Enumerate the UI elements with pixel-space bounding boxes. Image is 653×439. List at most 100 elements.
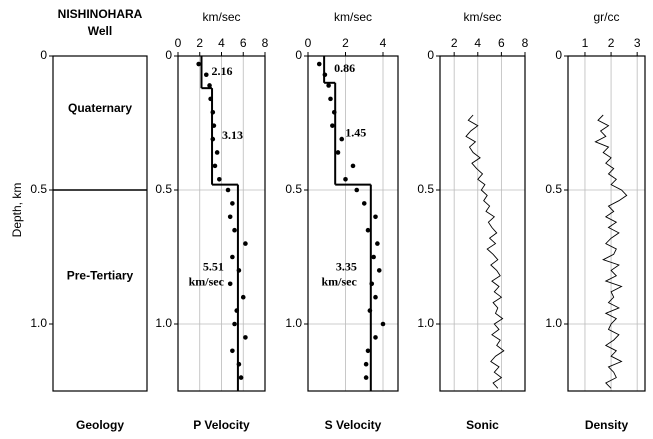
measured-point [331, 109, 337, 115]
measured-point [243, 335, 248, 340]
chart-subtitle: Well [88, 24, 112, 38]
value-label: 5.51 [203, 260, 224, 274]
panel-label: P Velocity [193, 418, 250, 432]
y-tick-label: 1.0 [155, 316, 172, 330]
y-tick-label: 0 [555, 48, 562, 62]
y-tick-label: 0.5 [155, 182, 172, 196]
panel-label: Density [585, 418, 629, 432]
panel-label: Geology [76, 418, 124, 432]
measured-point [207, 83, 212, 88]
y-tick-label: 1.0 [417, 316, 434, 330]
measured-point [234, 308, 240, 313]
measured-point [203, 72, 209, 78]
measured-point [339, 136, 345, 142]
measured-point [240, 294, 246, 300]
x-tick-label: 8 [262, 36, 269, 50]
measured-point [335, 150, 341, 155]
measured-point [238, 375, 244, 380]
panel-frame [307, 55, 399, 392]
measured-point [376, 268, 382, 273]
measured-point [230, 201, 235, 206]
x-tick-label: 8 [522, 36, 529, 50]
x-axis-label: km/sec [463, 10, 501, 24]
x-tick-label: 6 [498, 36, 505, 50]
measured-point [236, 361, 242, 367]
x-axis-label: gr/cc [593, 10, 619, 24]
measured-point [373, 335, 378, 340]
measured-point [369, 281, 375, 287]
log-curve [465, 114, 505, 389]
x-tick-label: 2 [196, 36, 203, 50]
measured-point [380, 321, 386, 327]
measured-point [232, 227, 237, 233]
measured-point [343, 176, 348, 182]
x-tick-label: 1 [582, 36, 589, 50]
value-units: km/sec [189, 275, 225, 289]
value-label: 3.35 [336, 260, 357, 274]
measured-point [328, 96, 333, 102]
measured-point [373, 294, 378, 300]
measured-point [326, 83, 331, 88]
panel-label: Sonic [466, 418, 499, 432]
x-tick-label: 0 [175, 36, 182, 50]
panel-label: S Velocity [325, 418, 382, 432]
value-label: 3.13 [222, 128, 243, 142]
measured-point [227, 214, 233, 220]
y-tick-label: 0 [427, 48, 434, 62]
measured-point [354, 187, 360, 193]
y-tick-label: 0.5 [545, 182, 562, 196]
measured-point [230, 348, 235, 354]
measured-point [350, 163, 356, 169]
x-tick-label: 2 [342, 36, 349, 50]
y-tick-label: 0.5 [285, 182, 302, 196]
measured-point [196, 61, 201, 67]
measured-point [375, 241, 380, 246]
measured-point [217, 176, 222, 182]
panel-frame [439, 55, 526, 392]
measured-point [214, 150, 220, 155]
x-tick-label: 2 [451, 36, 458, 50]
y-axis-label: Depth, km [10, 183, 24, 238]
measured-point [210, 109, 216, 115]
measured-point [365, 348, 371, 354]
y-tick-label: 0 [40, 48, 47, 62]
y-tick-label: 0.5 [417, 182, 434, 196]
measured-point [225, 187, 231, 193]
y-tick-label: 0 [165, 48, 172, 62]
x-tick-label: 4 [474, 36, 481, 50]
x-tick-label: 0 [305, 36, 312, 50]
panel-frame [52, 55, 148, 392]
measured-point [212, 163, 218, 169]
measured-point [211, 123, 217, 128]
unit-label: Quaternary [68, 101, 132, 115]
measured-point [367, 308, 373, 313]
measured-point [227, 281, 233, 287]
measured-point [363, 375, 369, 380]
y-tick-label: 1.0 [285, 316, 302, 330]
measured-point [210, 136, 216, 142]
measured-point [330, 123, 335, 128]
measured-point [236, 268, 242, 273]
log-curve [594, 114, 628, 389]
y-tick-label: 0.5 [30, 182, 47, 196]
value-label: 2.16 [211, 64, 232, 78]
value-label: 1.45 [345, 125, 366, 139]
value-label: 0.86 [334, 61, 355, 75]
measured-point [316, 61, 322, 67]
measured-point [322, 72, 328, 78]
x-tick-label: 3 [634, 36, 641, 50]
value-units: km/sec [321, 275, 357, 289]
panel-frame [567, 55, 646, 392]
x-axis-label: km/sec [334, 10, 372, 24]
x-axis-label: km/sec [202, 10, 240, 24]
measured-point [365, 227, 371, 233]
measured-point [232, 321, 237, 327]
x-tick-label: 4 [380, 36, 387, 50]
x-tick-label: 6 [240, 36, 247, 50]
measured-point [361, 201, 367, 206]
measured-point [230, 254, 235, 260]
unit-label: Pre-Tertiary [67, 269, 134, 283]
x-tick-label: 2 [608, 36, 615, 50]
y-tick-label: 1.0 [30, 316, 47, 330]
